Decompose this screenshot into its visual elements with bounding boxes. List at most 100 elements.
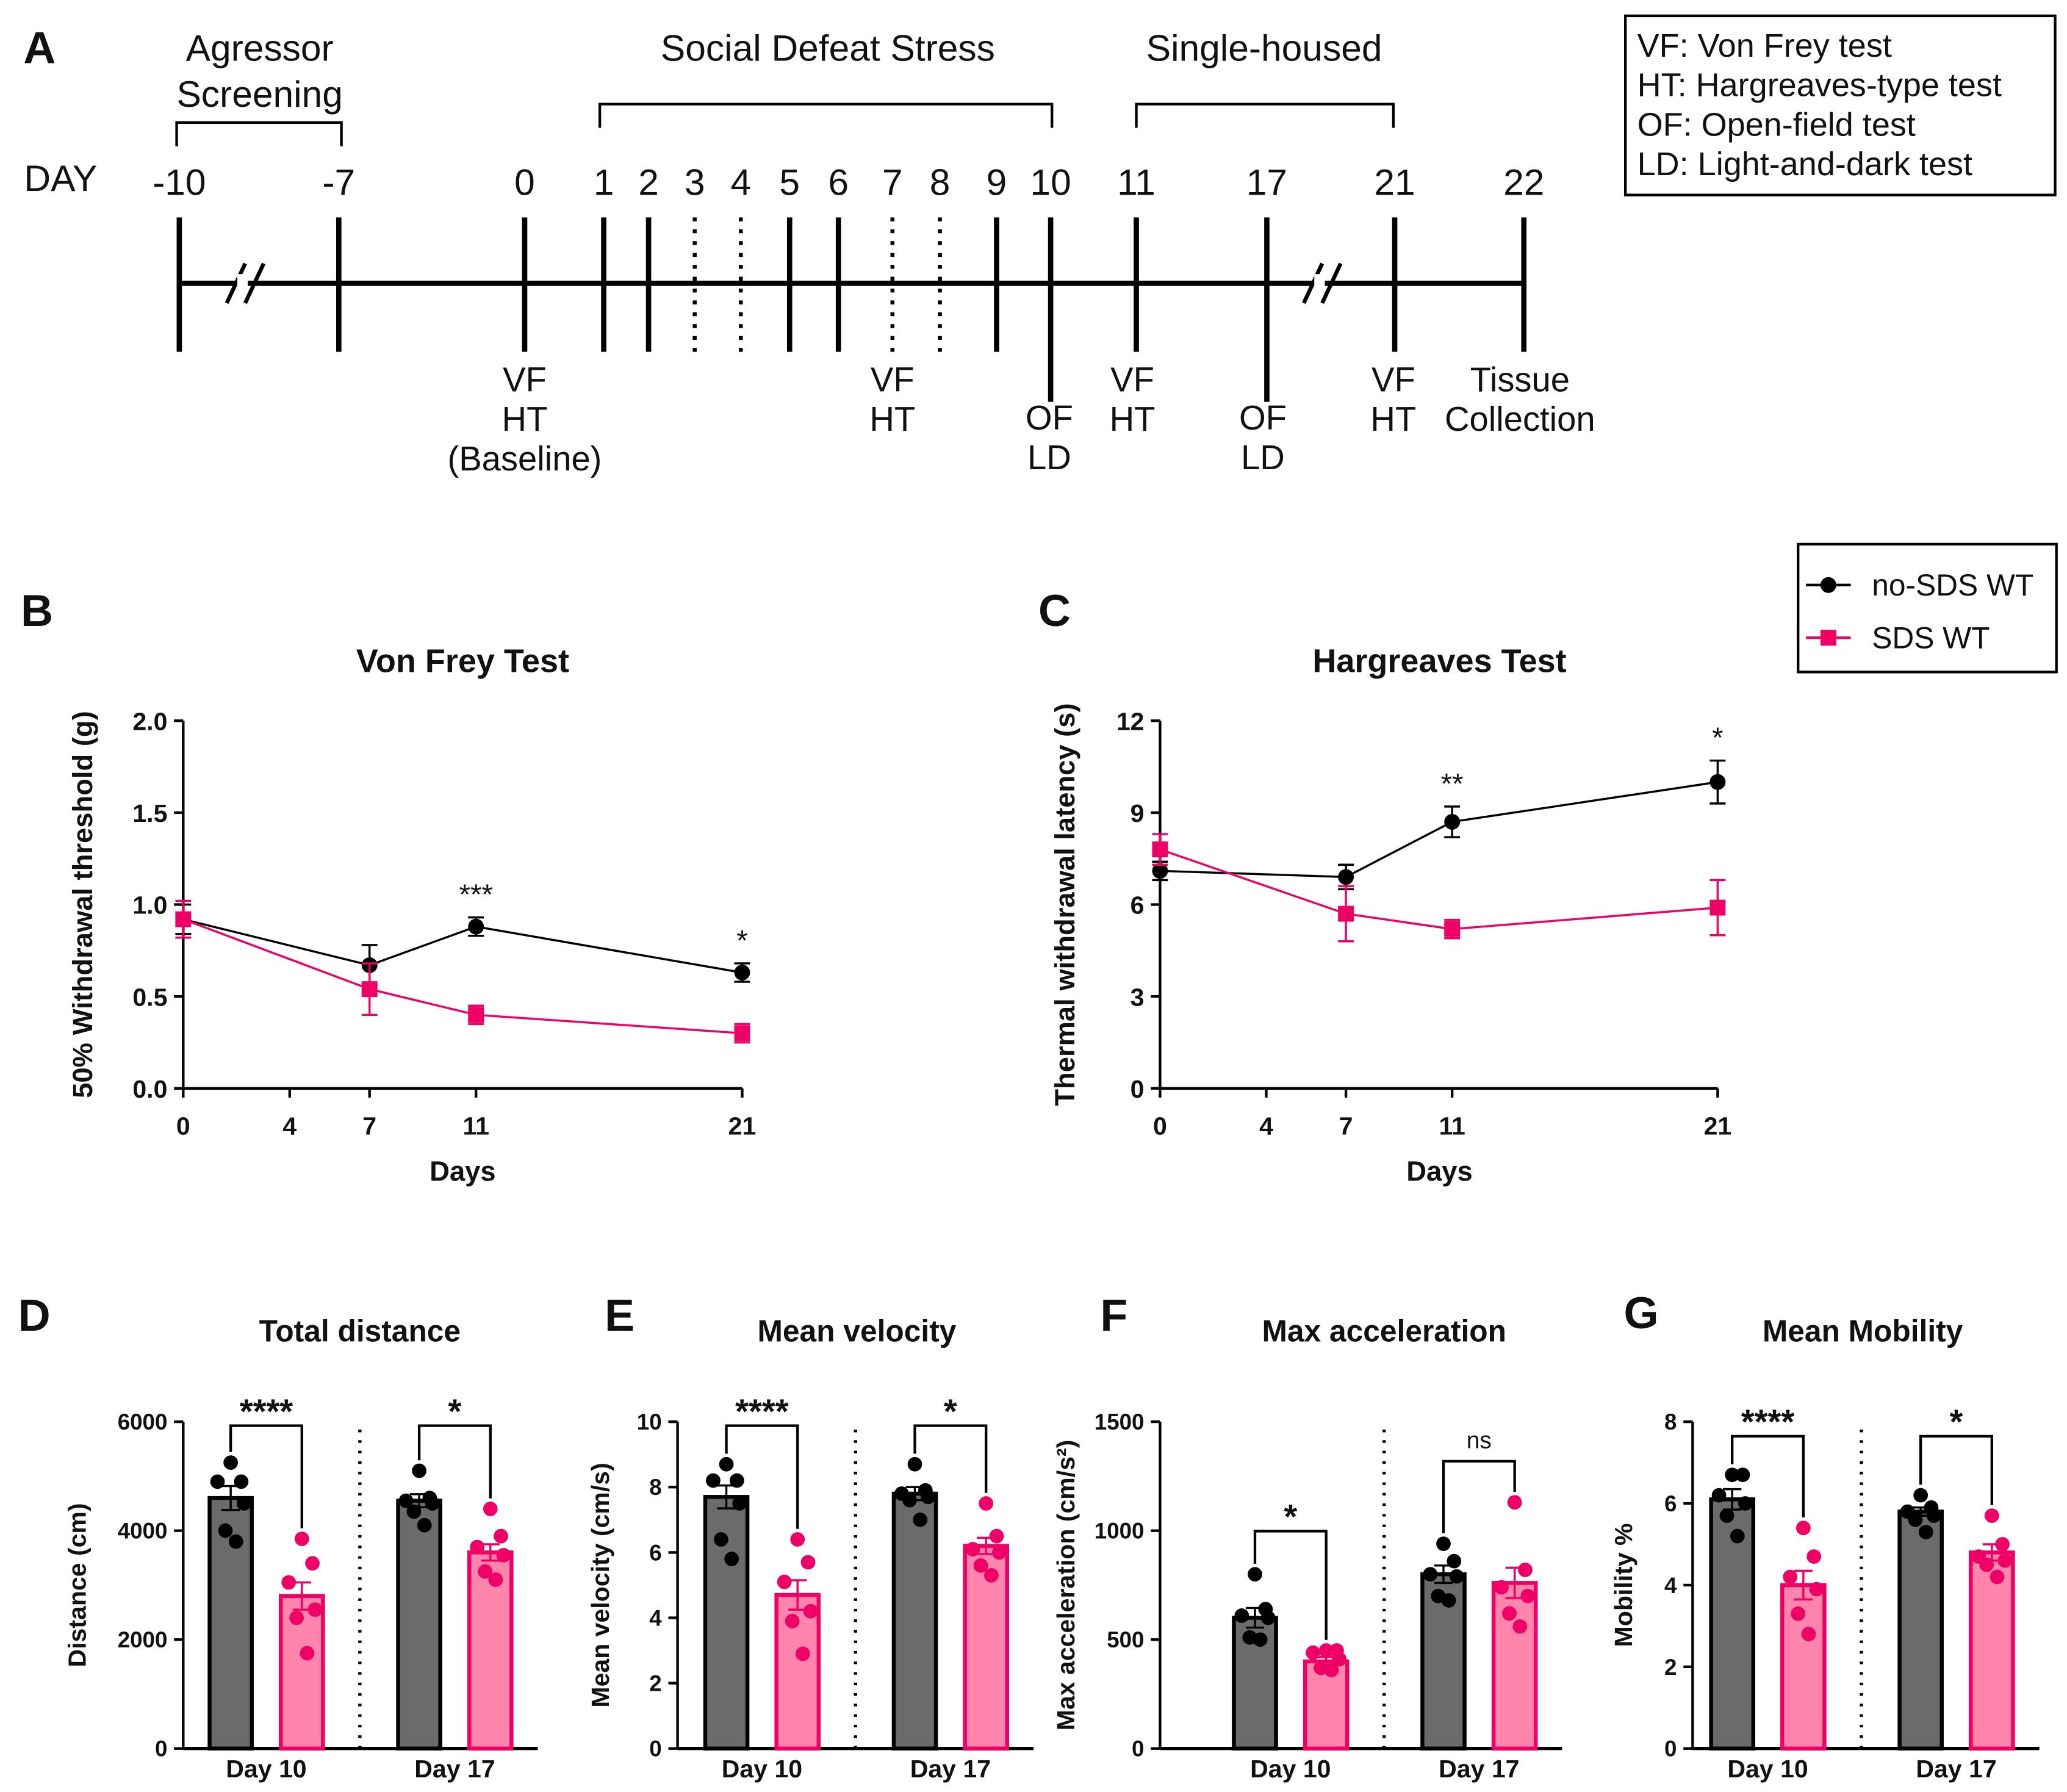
day-axis-label: DAY — [24, 157, 97, 199]
data-point-control — [1449, 1569, 1464, 1584]
data-point-sds — [795, 1646, 810, 1661]
data-point-sds — [989, 1528, 1004, 1544]
day-label: 7 — [882, 162, 903, 203]
day-label: 6 — [828, 162, 849, 203]
bracket-agressor — [175, 121, 343, 146]
data-point-control — [714, 1532, 728, 1547]
y-tick-label: 4 — [649, 1605, 662, 1630]
event-label: VF — [503, 360, 547, 398]
data-point-control — [1738, 1496, 1753, 1511]
y-tick-label: 6 — [1131, 891, 1145, 919]
data-point-control — [724, 1552, 739, 1566]
day-label: -7 — [322, 162, 355, 203]
event-label: HT — [1370, 400, 1416, 438]
data-point-sds — [294, 1531, 309, 1546]
data-point-control — [732, 1496, 747, 1511]
data-point-control — [907, 1456, 922, 1472]
data-point-sds — [785, 1613, 800, 1628]
data-point-sds — [496, 1547, 511, 1563]
x-category-label: Day 17 — [414, 1755, 495, 1783]
axis-break-gap — [1314, 274, 1325, 293]
significance-bracket — [725, 1424, 799, 1529]
data-point-control — [902, 1492, 917, 1508]
data-point-sds — [1796, 1520, 1811, 1536]
y-tick-label: 0 — [1131, 1075, 1145, 1103]
legend-marker-sds — [1820, 630, 1836, 646]
data-point-sds — [1324, 1663, 1339, 1678]
data-point-control — [1908, 1512, 1923, 1527]
data-point-sds — [483, 1502, 498, 1516]
x-tick-label: 7 — [1339, 1112, 1353, 1140]
panel-letter: G — [1624, 1288, 1659, 1338]
legend-label: SDS WT — [1872, 621, 1990, 655]
x-tick-label: 21 — [728, 1112, 757, 1140]
data-point-sds — [991, 1545, 1007, 1560]
data-point-control — [1152, 863, 1168, 879]
data-point-sds — [983, 1568, 999, 1583]
x-category-label: Day 10 — [1250, 1755, 1331, 1783]
data-point-control — [1730, 1528, 1745, 1544]
x-category-label: Day 17 — [1439, 1755, 1519, 1783]
y-tick-label: 500 — [1107, 1627, 1144, 1652]
series-line-1 — [1159, 848, 1718, 930]
day-label: -10 — [153, 162, 206, 203]
y-tick-label: 0 — [1132, 1736, 1144, 1761]
data-point-sds — [734, 1025, 750, 1042]
x-tick-label: 11 — [1439, 1112, 1465, 1140]
data-point-sds — [1990, 1569, 2005, 1585]
period-label: Social Defeat Stress — [661, 27, 995, 68]
event-label: (Baseline) — [448, 439, 602, 478]
period-label: Agressor — [186, 27, 334, 68]
data-point-sds — [973, 1558, 988, 1573]
data-point-sds — [1507, 1495, 1522, 1510]
data-point-sds — [1995, 1537, 2010, 1552]
significance-label: **** — [735, 1392, 789, 1430]
data-point-control — [1338, 869, 1354, 885]
day-label: 8 — [930, 162, 951, 203]
x-axis-label: Days — [430, 1156, 495, 1187]
x-tick-label: 0 — [176, 1112, 190, 1140]
panel-letter: B — [21, 586, 53, 636]
x-tick-label: 4 — [282, 1112, 297, 1140]
data-point-control — [1711, 1488, 1727, 1503]
y-axis-label: Max acceleration (cm/s²) — [1052, 1440, 1080, 1730]
data-point-control — [218, 1523, 233, 1538]
significance-bracket — [1731, 1434, 1805, 1517]
event-label: Tissue — [1470, 360, 1570, 398]
data-point-control — [913, 1512, 928, 1527]
x-category-label: Day 17 — [910, 1755, 991, 1783]
series-line-0 — [1160, 780, 1718, 879]
day-label: 4 — [730, 162, 751, 203]
y-tick-label: 4 — [1664, 1573, 1677, 1598]
axis-break-mark — [1302, 262, 1325, 304]
data-point-sds — [1806, 1549, 1822, 1564]
y-tick-label: 6 — [1664, 1491, 1677, 1516]
legend-box — [1797, 542, 2058, 674]
data-point-sds — [175, 911, 192, 927]
data-point-control — [1913, 1488, 1929, 1503]
data-point-control — [1234, 1608, 1249, 1623]
event-label: OF — [1026, 398, 1073, 437]
panel-letter: A — [23, 23, 56, 73]
day-label: 11 — [1117, 162, 1156, 203]
abbreviation-item: HT: Hargreaves-type test — [1637, 67, 2002, 104]
y-tick-label: 6000 — [118, 1409, 168, 1434]
event-label: VF — [1371, 360, 1415, 398]
data-point-sds — [1984, 1508, 1999, 1524]
y-tick-label: 2000 — [118, 1627, 168, 1652]
abbreviation-item: LD: Light-and-dark test — [1637, 146, 1972, 182]
panel-letter: F — [1100, 1290, 1127, 1340]
data-point-sds — [468, 1007, 484, 1023]
data-point-sds — [1809, 1581, 1824, 1597]
data-point-control — [706, 1473, 721, 1488]
data-point-sds — [1512, 1619, 1528, 1634]
data-point-sds — [790, 1532, 805, 1547]
chart-title: Total distance — [259, 1314, 461, 1348]
legend: no-SDS WT SDS WT — [1797, 542, 2058, 674]
data-point-sds — [494, 1528, 508, 1544]
day-label: 21 — [1374, 162, 1415, 203]
data-point-sds — [1332, 1652, 1347, 1667]
chart-F: Max acceleration Max acceleration (cm/s²)… — [1052, 1314, 1562, 1783]
legend-marker-control — [1820, 577, 1836, 593]
